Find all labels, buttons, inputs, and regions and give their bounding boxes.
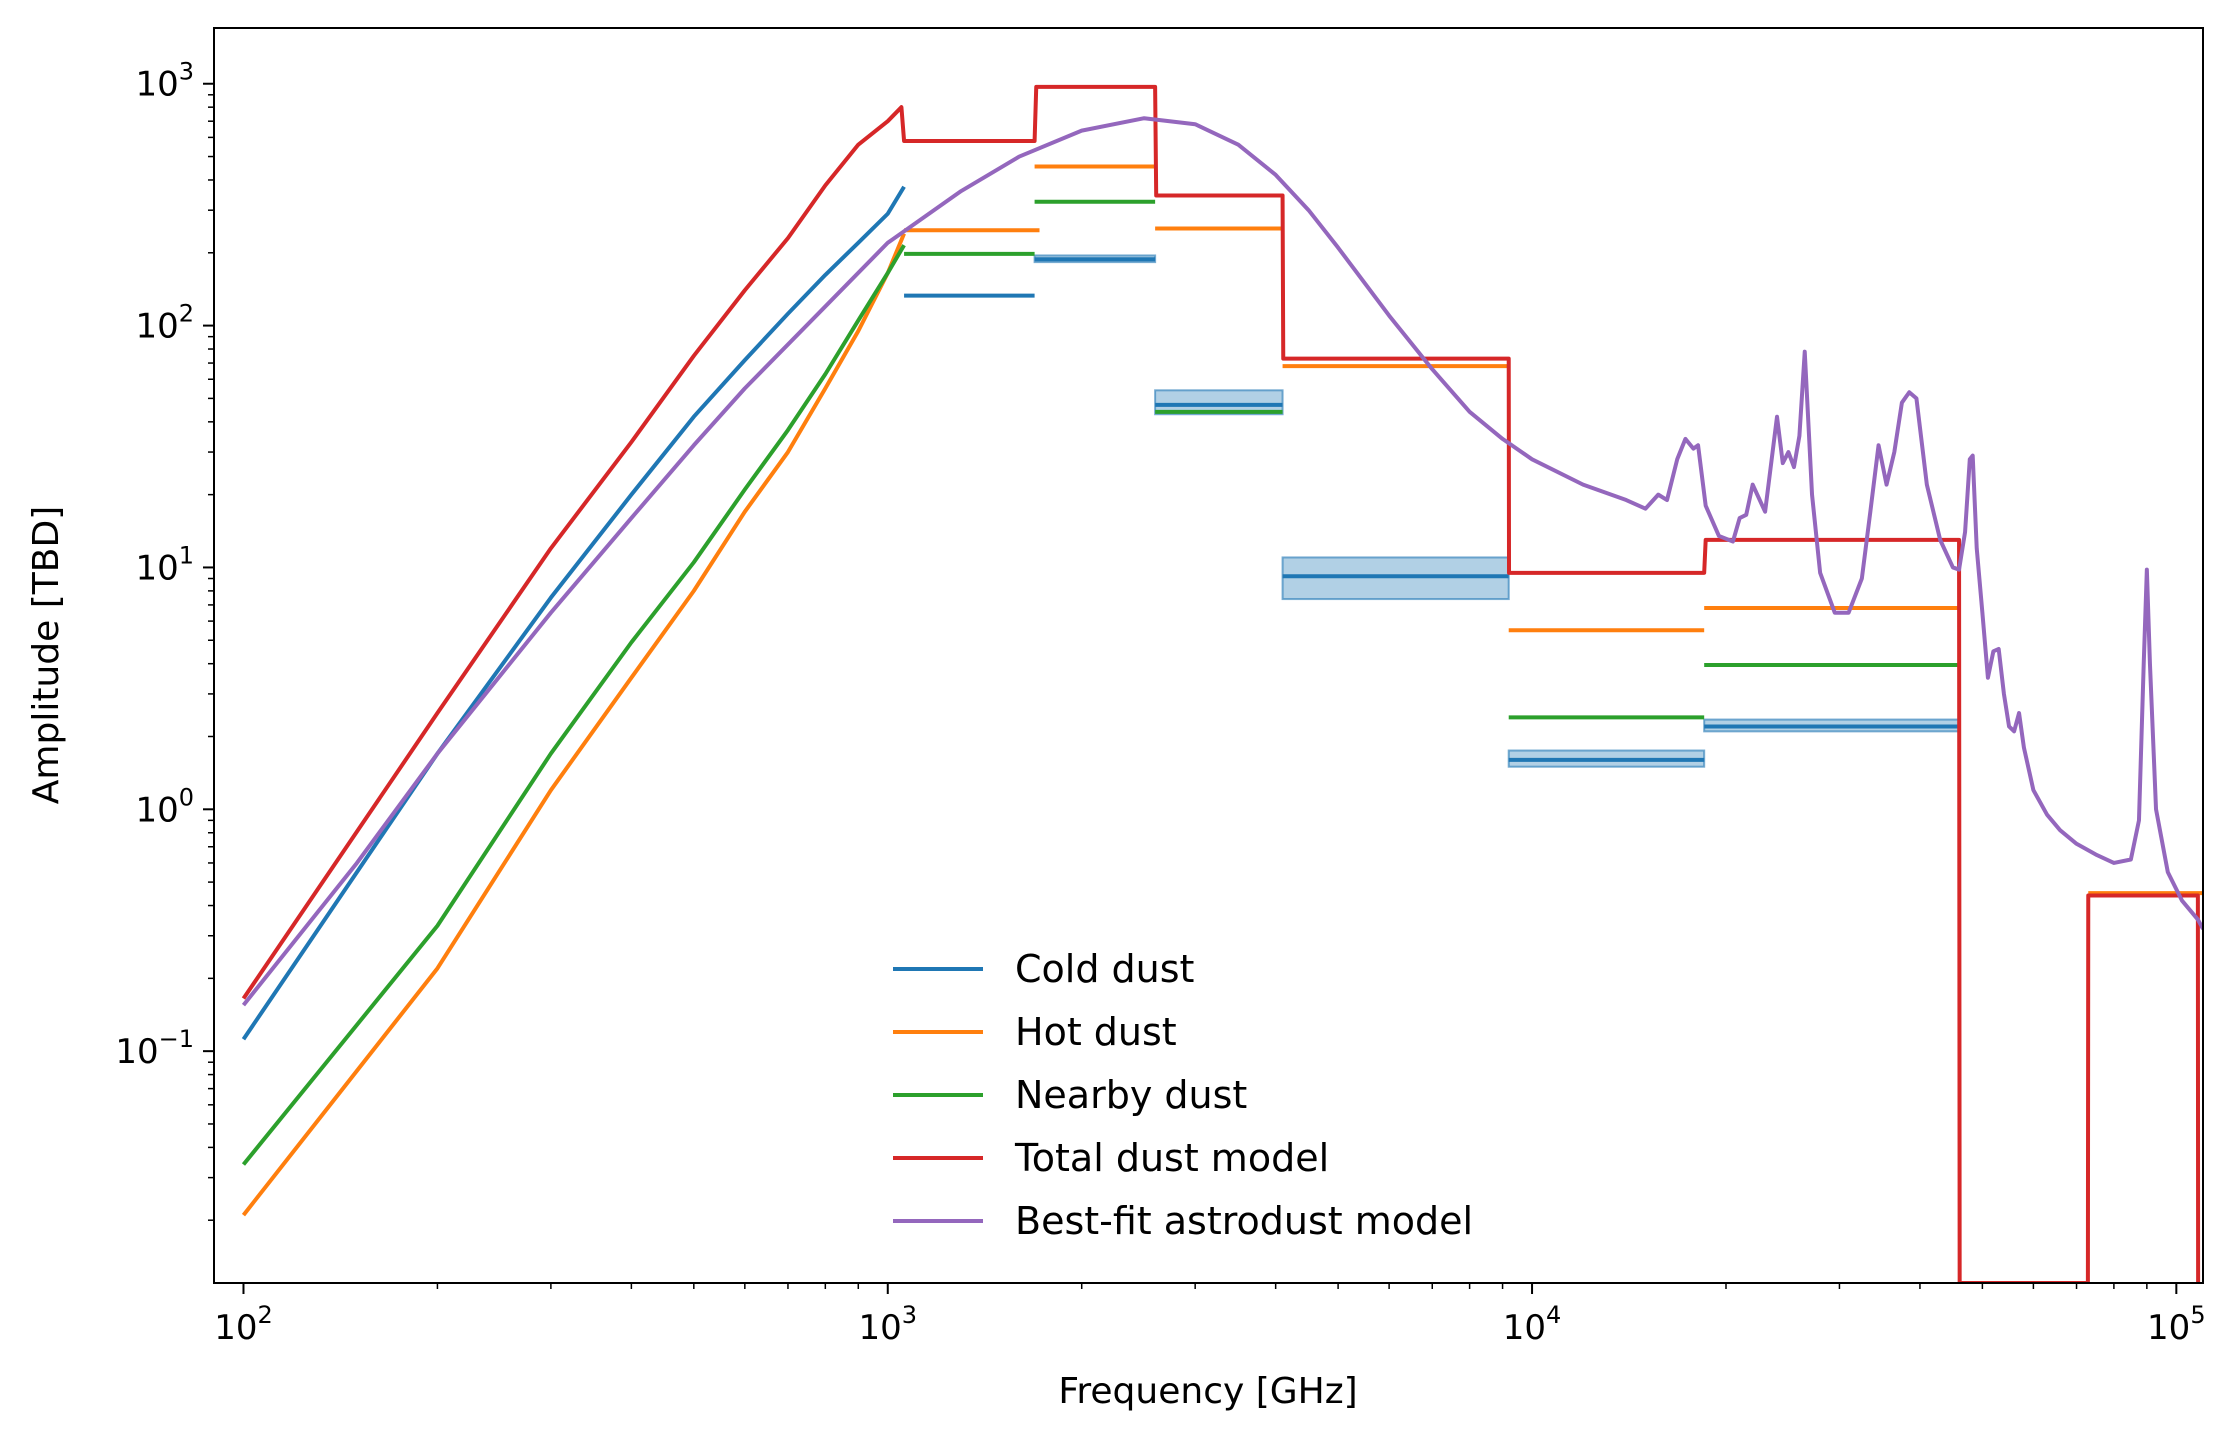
cold-dust-error-band-2 bbox=[1154, 389, 1284, 416]
nearby-dust-line bbox=[241, 244, 906, 1166]
best-fit-astrodust-model-line bbox=[241, 116, 2203, 1007]
total-dust-model-line bbox=[241, 84, 2201, 1283]
x-axis-label: Frequency [GHz] bbox=[1058, 1371, 1357, 1412]
cold-dust-error-band-3 bbox=[1281, 556, 1510, 601]
x-tick-label: 104 bbox=[1503, 1301, 1562, 1348]
y-axis-label: Amplitude [TBD] bbox=[26, 506, 67, 804]
legend: Cold dust Hot dust Nearby dust Total dust m… bbox=[893, 947, 1473, 1243]
legend-label-best-fit-astrodust-model: Best-fit astrodust model bbox=[1015, 1199, 1473, 1243]
ticks-layer: 102 103 104 105 10−1 100 101 102 103 bbox=[115, 58, 2205, 1348]
y-tick-label: 101 bbox=[135, 541, 194, 588]
legend-label-hot-dust: Hot dust bbox=[1015, 1010, 1177, 1054]
plot-frame bbox=[213, 27, 2204, 1284]
series-layer bbox=[241, 84, 2203, 1283]
y-tick-label: 103 bbox=[135, 58, 194, 105]
hot-dust-line bbox=[241, 232, 906, 1217]
x-tick-label: 103 bbox=[858, 1301, 917, 1348]
x-tick-label: 105 bbox=[2147, 1301, 2206, 1348]
x-tick-label: 102 bbox=[214, 1301, 273, 1348]
legend-label-total-dust-model: Total dust model bbox=[1014, 1136, 1329, 1180]
legend-label-cold-dust: Cold dust bbox=[1015, 947, 1194, 991]
y-tick-label: 102 bbox=[135, 300, 194, 347]
plot-background bbox=[214, 28, 2203, 1283]
y-tick-label: 10−1 bbox=[115, 1025, 194, 1072]
y-tick-label: 100 bbox=[135, 783, 194, 830]
legend-label-nearby-dust: Nearby dust bbox=[1015, 1073, 1247, 1117]
